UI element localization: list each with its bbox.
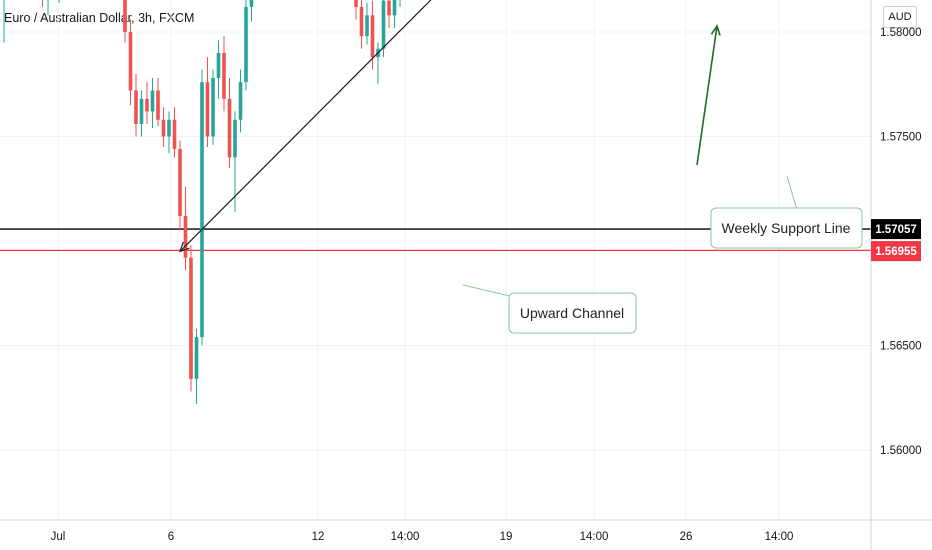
- candle-body: [128, 32, 133, 91]
- candle-body: [123, 0, 127, 32]
- tag-1-56955: 1.56955: [875, 246, 917, 258]
- price-tick-label: 1.58000: [880, 27, 922, 39]
- candle-body: [233, 119, 237, 158]
- candle-body: [178, 149, 182, 216]
- candle-body: [387, 0, 391, 16]
- chart-title: Euro / Australian Dollar, 3h, FXCM: [4, 11, 195, 25]
- candle-body: [370, 15, 375, 58]
- candles: [3, 0, 401, 405]
- time-tick-label: 14:00: [391, 531, 420, 543]
- price-tick-label: 1.56000: [880, 445, 922, 457]
- time-axis: Jul 6 12 14:00 19 14:00 26 14:00: [0, 519, 932, 543]
- upward-channel-label: Upward Channel: [520, 305, 624, 321]
- time-tick-label: 14:00: [580, 531, 609, 543]
- projection-arrow-line: [696, 25, 718, 166]
- projection-arrowhead: [710, 24, 721, 36]
- time-tick-label: 26: [680, 531, 693, 543]
- candle-body: [145, 98, 149, 112]
- channel-lower-line: [179, 0, 432, 252]
- candle-body: [194, 337, 199, 379]
- candle-body: [150, 90, 155, 112]
- candle-body: [354, 0, 358, 7]
- candle-body: [183, 215, 188, 258]
- time-tick-label: 6: [168, 531, 174, 543]
- candle-body: [238, 82, 243, 120]
- candle-body: [392, 0, 397, 16]
- tag-1-57057-bg: [871, 219, 921, 240]
- candle-body: [134, 90, 138, 124]
- candle-body: [216, 52, 221, 78]
- candle-body: [222, 52, 226, 99]
- candle-body: [189, 257, 193, 379]
- candle-body: [211, 77, 215, 137]
- channel-lower-start-arrowhead: [179, 241, 190, 253]
- time-tick-label: 14:00: [765, 531, 794, 543]
- weekly-support-box: [710, 207, 863, 249]
- time-tick-label: 19: [500, 531, 513, 543]
- candle-body: [244, 6, 248, 83]
- time-tick-label: 12: [312, 531, 325, 543]
- tag-1-57057: 1.57057: [875, 224, 917, 236]
- weekly-support-label: Weekly Support Line: [722, 220, 851, 236]
- time-tick-label: Jul: [51, 531, 66, 543]
- candle-body: [381, 0, 386, 49]
- candle-body: [227, 98, 232, 158]
- candle-body: [139, 98, 144, 124]
- candle-body: [200, 82, 204, 338]
- candle-body: [156, 90, 160, 120]
- currency-button[interactable]: AUD: [883, 6, 917, 28]
- candle-body: [161, 119, 166, 137]
- weekly-support-pointer-a: [786, 175, 798, 211]
- upward-channel-pointer: [462, 284, 511, 297]
- candle-body: [249, 0, 254, 7]
- candle-body: [167, 119, 171, 137]
- upward-channel-box: [508, 292, 637, 334]
- candle-body: [172, 119, 177, 150]
- candle-body: [359, 6, 364, 37]
- tag-1-56955-bg: [871, 241, 921, 262]
- price-tick-label: 1.56500: [880, 341, 922, 353]
- candle-body: [205, 82, 210, 137]
- price-axis: 1.615001.610001.605001.600001.595001.590…: [870, 0, 922, 550]
- candle-body: [365, 15, 369, 37]
- price-tick-label: 1.57500: [880, 132, 922, 144]
- drawings: Weekly Support Line Upward Channel: [179, 0, 863, 334]
